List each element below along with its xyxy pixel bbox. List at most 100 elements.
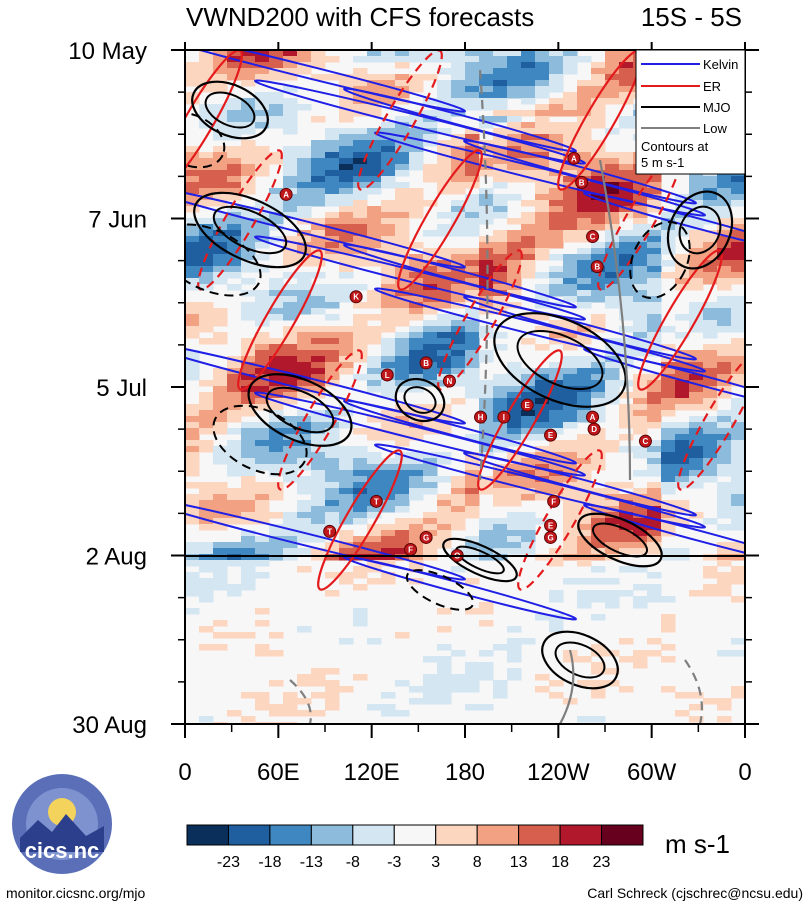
anomaly-cell [563, 332, 578, 339]
anomaly-cell [213, 230, 228, 237]
anomaly-cell [619, 506, 634, 513]
er-contour [637, 249, 723, 391]
anomaly-cell [591, 278, 606, 285]
anomaly-cell [521, 92, 536, 99]
storm-marker-letter: G [423, 533, 429, 542]
anomaly-cell [283, 398, 298, 405]
anomaly-cell [381, 386, 396, 393]
anomaly-cell [241, 266, 256, 273]
anomaly-cell [367, 704, 382, 711]
anomaly-cell [661, 404, 676, 411]
anomaly-cell [409, 128, 424, 135]
anomaly-cell [549, 386, 564, 393]
anomaly-cell [563, 374, 578, 381]
anomaly-cell [185, 464, 200, 471]
anomaly-cell [675, 470, 690, 477]
anomaly-cell [367, 86, 382, 93]
anomaly-cell [451, 92, 466, 99]
anomaly-cell [269, 548, 284, 555]
anomaly-cell [591, 290, 606, 297]
anomaly-cell [717, 704, 732, 711]
anomaly-cell [241, 110, 256, 117]
anomaly-cell [647, 320, 662, 327]
anomaly-cell [367, 230, 382, 237]
anomaly-cell [241, 584, 256, 591]
anomaly-cell [269, 278, 284, 285]
anomaly-cell [619, 326, 634, 333]
anomaly-cell [577, 560, 592, 567]
anomaly-cell [465, 146, 480, 153]
anomaly-cell [339, 134, 354, 141]
anomaly-cell [507, 638, 522, 645]
anomaly-cell [283, 338, 298, 345]
anomaly-cell [185, 248, 200, 255]
anomaly-cell [367, 356, 382, 363]
anomaly-cell [339, 290, 354, 297]
anomaly-cell [339, 686, 354, 693]
anomaly-cell [717, 464, 732, 471]
anomaly-cell [325, 326, 340, 333]
anomaly-cell [647, 452, 662, 459]
anomaly-cell [437, 158, 452, 165]
anomaly-cell [241, 470, 256, 477]
anomaly-cell [255, 518, 270, 525]
anomaly-cell [367, 290, 382, 297]
anomaly-cell [423, 110, 438, 117]
anomaly-cell [703, 428, 718, 435]
anomaly-cell [409, 86, 424, 93]
anomaly-cell [255, 494, 270, 501]
anomaly-cell [577, 140, 592, 147]
anomaly-cell [451, 320, 466, 327]
anomaly-cell [479, 518, 494, 525]
anomaly-cell [717, 212, 732, 219]
anomaly-cell [297, 452, 312, 459]
anomaly-cell [619, 80, 634, 87]
anomaly-cell [185, 482, 200, 489]
anomaly-cell [633, 530, 648, 537]
anomaly-cell [577, 260, 592, 267]
anomaly-cell [493, 488, 508, 495]
storm-marker-letter: G [547, 533, 553, 542]
anomaly-cell [185, 236, 200, 243]
anomaly-cell [507, 110, 522, 117]
anomaly-cell [717, 506, 732, 513]
anomaly-cell [619, 248, 634, 255]
anomaly-cell [241, 404, 256, 411]
anomaly-cell [619, 92, 634, 99]
anomaly-cell [255, 314, 270, 321]
anomaly-cell [591, 254, 606, 261]
anomaly-cell [549, 50, 564, 57]
anomaly-cell [199, 116, 214, 123]
anomaly-cell [395, 518, 410, 525]
footer-url: monitor.cicsnc.org/mjo [6, 885, 145, 901]
anomaly-cell [339, 92, 354, 99]
anomaly-cell [577, 392, 592, 399]
anomaly-cell [535, 344, 550, 351]
anomaly-cell [549, 362, 564, 369]
anomaly-cell [381, 464, 396, 471]
anomaly-cell [269, 404, 284, 411]
anomaly-cell [563, 398, 578, 405]
anomaly-cell [633, 332, 648, 339]
anomaly-cell [339, 116, 354, 123]
anomaly-cell [367, 218, 382, 225]
anomaly-cell [675, 278, 690, 285]
anomaly-cell [213, 182, 228, 189]
anomaly-cell [549, 122, 564, 129]
anomaly-cell [367, 176, 382, 183]
anomaly-cell [311, 338, 326, 345]
anomaly-cell [731, 194, 745, 201]
anomaly-cell [731, 452, 745, 459]
anomaly-cell [437, 668, 452, 675]
anomaly-cell [185, 440, 200, 447]
anomaly-cell [199, 548, 214, 555]
mjo-contour [394, 377, 446, 423]
anomaly-cell [549, 62, 564, 69]
anomaly-cell [577, 374, 592, 381]
anomaly-cell [507, 644, 522, 651]
mjo-contour [516, 329, 604, 391]
anomaly-cell [535, 110, 550, 117]
anomaly-cell [353, 512, 368, 519]
anomaly-cell [633, 584, 648, 591]
anomaly-cell [437, 410, 452, 417]
